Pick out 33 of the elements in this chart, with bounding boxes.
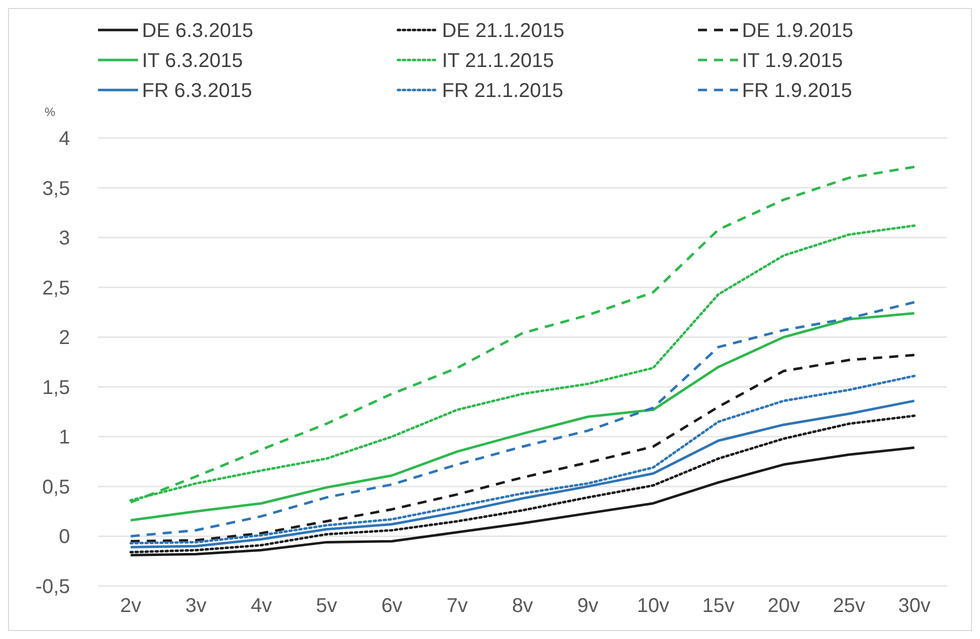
x-tick-label: 8v xyxy=(512,595,534,617)
x-tick-label: 7v xyxy=(446,595,468,617)
legend-label: FR 1.9.2015 xyxy=(742,80,852,102)
x-tick-label: 30v xyxy=(898,595,930,617)
legend-label: DE 1.9.2015 xyxy=(742,20,854,42)
legend-label: IT 1.9.2015 xyxy=(742,50,843,72)
x-tick-label: 2v xyxy=(120,595,142,617)
y-tick-label: 2 xyxy=(58,327,70,350)
x-tick-label: 20v xyxy=(768,595,800,617)
x-tick-label: 9v xyxy=(577,595,598,617)
y-tick-label: 0 xyxy=(58,526,70,548)
y-tick-label: 2,5 xyxy=(42,277,70,300)
y-tick-label: 1,5 xyxy=(42,376,70,399)
legend-label: DE 21.1.2015 xyxy=(442,20,564,42)
y-tick-label: 4 xyxy=(58,128,70,150)
legend-label: IT 6.3.2015 xyxy=(142,50,243,72)
x-tick-label: 25v xyxy=(832,595,866,617)
y-axis-title: % xyxy=(44,105,56,119)
legend-label: FR 21.1.2015 xyxy=(442,80,564,102)
y-tick-label: 1 xyxy=(58,426,70,449)
y-tick-label: 0,5 xyxy=(42,476,70,498)
x-tick-label: 10v xyxy=(636,595,670,617)
legend-label: FR 6.3.2015 xyxy=(142,80,252,102)
y-tick-label: -0,5 xyxy=(36,576,70,598)
y-tick-label: 3 xyxy=(58,228,70,250)
legend-label: DE 6.3.2015 xyxy=(142,20,254,42)
x-tick-label: 5v xyxy=(316,595,338,617)
legend-label: IT 21.1.2015 xyxy=(442,50,554,72)
y-tick-label: 3,5 xyxy=(42,178,70,200)
x-tick-label: 3v xyxy=(185,595,207,617)
x-tick-label: 6v xyxy=(381,595,402,617)
x-tick-label: 15v xyxy=(702,595,735,617)
x-tick-label: 4v xyxy=(250,595,272,617)
